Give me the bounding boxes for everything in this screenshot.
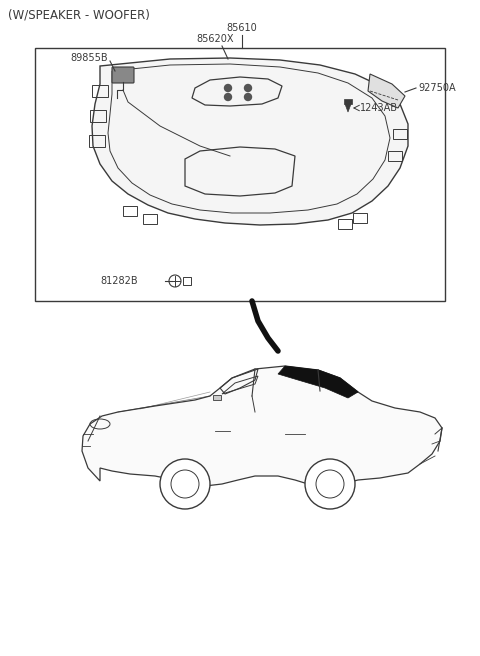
Text: 85610: 85610 bbox=[227, 23, 257, 33]
Text: 89855B: 89855B bbox=[70, 53, 108, 63]
Bar bbox=[123, 206, 137, 216]
Text: 85620X: 85620X bbox=[196, 34, 234, 44]
Polygon shape bbox=[345, 104, 351, 112]
Bar bbox=[353, 213, 367, 223]
Bar bbox=[143, 214, 157, 224]
Bar bbox=[92, 85, 108, 97]
Text: (W/SPEAKER - WOOFER): (W/SPEAKER - WOOFER) bbox=[8, 8, 150, 21]
Circle shape bbox=[225, 85, 231, 91]
Circle shape bbox=[305, 459, 355, 509]
Text: 1243AB: 1243AB bbox=[360, 103, 398, 113]
Bar bbox=[388, 151, 402, 161]
Bar bbox=[35, 48, 445, 301]
Circle shape bbox=[225, 94, 231, 100]
FancyBboxPatch shape bbox=[112, 67, 134, 83]
Bar bbox=[89, 135, 105, 147]
Circle shape bbox=[244, 85, 252, 91]
Polygon shape bbox=[82, 366, 442, 486]
Bar bbox=[393, 129, 407, 139]
Bar bbox=[183, 277, 191, 285]
Bar bbox=[338, 219, 352, 229]
Bar bbox=[90, 110, 106, 122]
Polygon shape bbox=[92, 58, 408, 225]
Polygon shape bbox=[278, 366, 358, 398]
Text: 92750A: 92750A bbox=[418, 83, 456, 93]
Bar bbox=[213, 395, 221, 400]
Circle shape bbox=[244, 94, 252, 100]
Circle shape bbox=[160, 459, 210, 509]
Polygon shape bbox=[368, 74, 405, 108]
Text: 81282B: 81282B bbox=[100, 276, 138, 286]
Bar bbox=[344, 99, 352, 104]
